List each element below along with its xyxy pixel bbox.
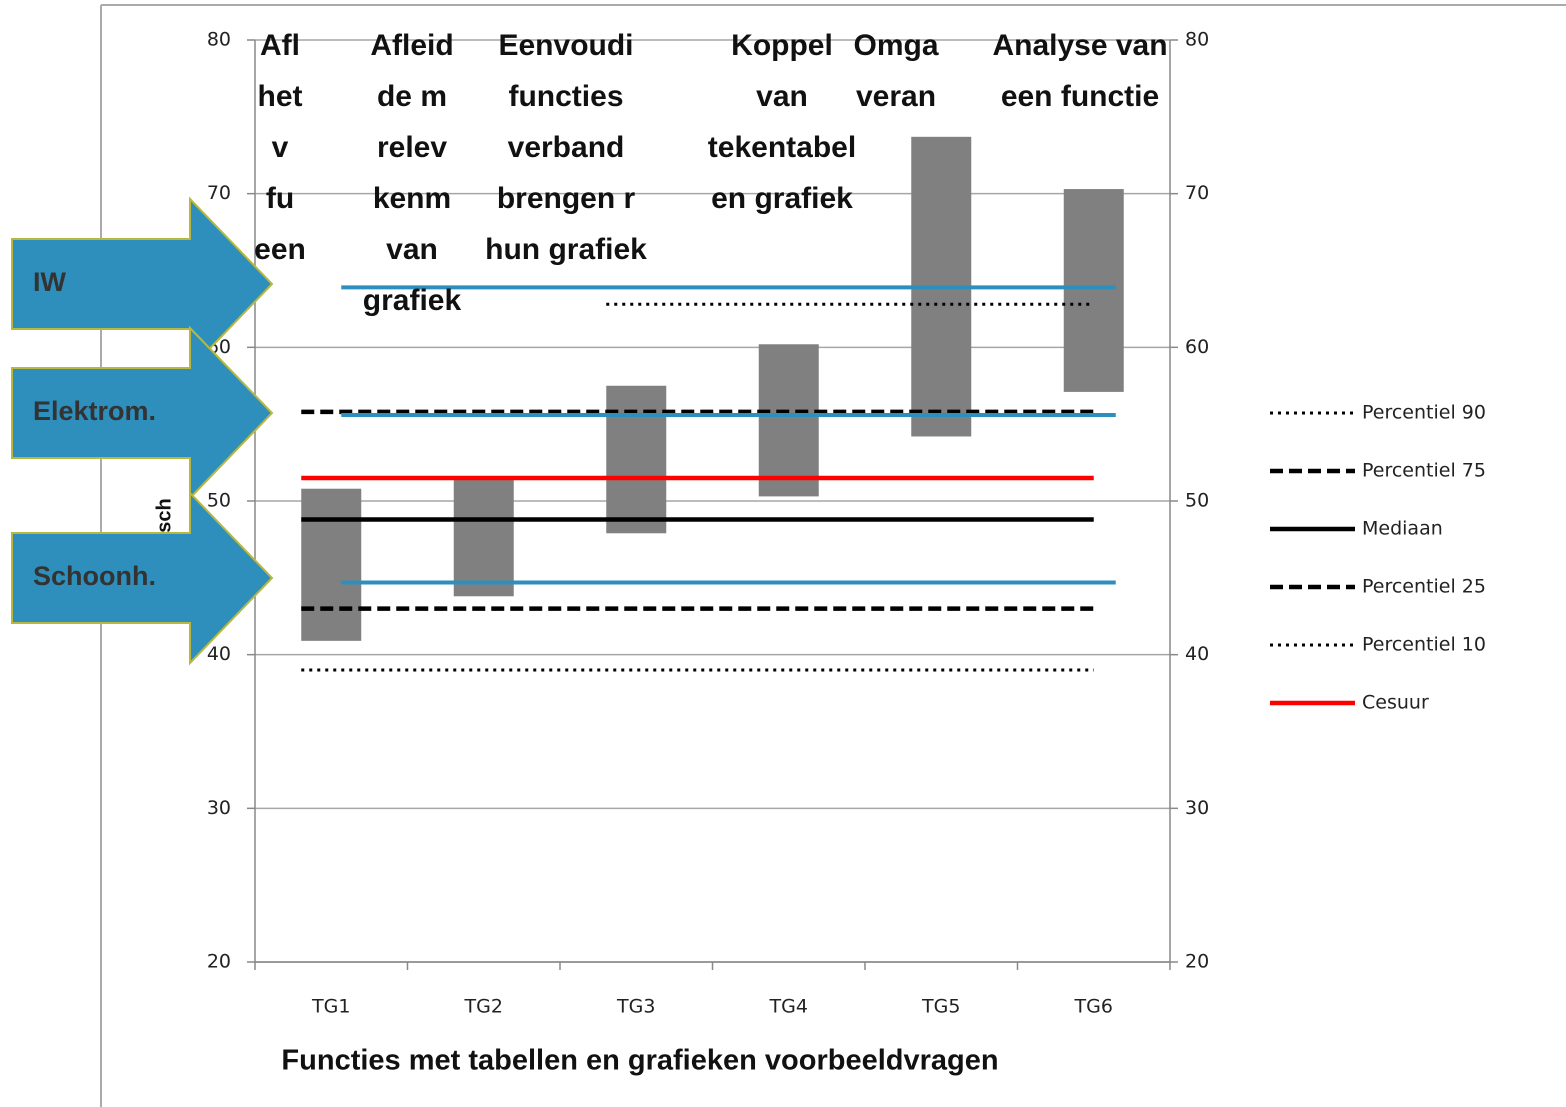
category-title-line: fu [266, 182, 294, 215]
y-tick-label: 20 [207, 951, 231, 973]
category-title-line: functies [508, 80, 623, 113]
y-tick-label: 40 [207, 643, 231, 665]
y-tick-label: 70 [207, 182, 231, 204]
legend-label: Percentiel 75 [1362, 460, 1486, 482]
category-title-line: Eenvoudi [498, 29, 633, 62]
x-tick-label: TG4 [769, 996, 808, 1018]
y2-tick-label: 20 [1185, 951, 1209, 973]
legend-label: Percentiel 25 [1362, 576, 1486, 598]
category-title-line: een functie [1001, 80, 1159, 113]
y2-tick-label: 40 [1185, 643, 1209, 665]
category-title-line: tekentabel [708, 131, 856, 164]
legend-label: Cesuur [1362, 692, 1429, 714]
category-title-line: verband [508, 131, 625, 164]
bar [1063, 189, 1124, 392]
category-title-line: brengen r [497, 182, 636, 215]
arrow-label: Elektrom. [33, 396, 156, 426]
category-title-line: v [272, 131, 289, 164]
category-title: Afl het v fu een [254, 29, 306, 266]
category-title-line: veran [856, 80, 936, 113]
x-tick-label: TG3 [616, 996, 655, 1018]
arrow-label: Schoonh. [33, 561, 156, 591]
y2-tick-label: 80 [1185, 29, 1209, 51]
category-title-line: en grafiek [711, 182, 853, 215]
legend-label: Percentiel 10 [1362, 634, 1486, 656]
category-title-line: kenm [373, 182, 451, 215]
legend-label: Percentiel 90 [1362, 402, 1486, 424]
arrow [11, 490, 274, 666]
category-title: Omga veran [853, 29, 938, 113]
y2-tick-label: 30 [1185, 797, 1209, 819]
arrow-label: IW [33, 267, 67, 297]
bar [453, 476, 514, 597]
bar [758, 344, 819, 497]
category-title-line: Analyse van [992, 29, 1167, 62]
category-title-line: een [254, 233, 306, 266]
x-tick-label: TG1 [311, 996, 350, 1018]
y-tick-label: 80 [207, 29, 231, 51]
legend-label: Mediaan [1362, 518, 1443, 540]
category-title-line: het [258, 80, 303, 113]
y-tick-label: 30 [207, 797, 231, 819]
category-title-line: de m [377, 80, 447, 113]
category-title-line: Omga [853, 29, 938, 62]
bar [301, 488, 362, 641]
arrow [11, 325, 274, 501]
category-title-line: hun grafiek [485, 233, 647, 266]
x-tick-label: TG5 [921, 996, 960, 1018]
y2-tick-label: 50 [1185, 490, 1209, 512]
y-tick-label: 50 [207, 490, 231, 512]
category-title-line: relev [377, 131, 447, 164]
category-title-line: Afl [260, 29, 300, 62]
category-title: Analyse van een functie [992, 29, 1167, 113]
bar [606, 385, 667, 534]
x-axis-title: Functies met tabellen en grafieken voorb… [281, 1045, 998, 1077]
category-title-line: Koppel [731, 29, 833, 62]
arrow [11, 196, 274, 372]
category-title: Afleid de m relev kenm van grafiek [363, 29, 462, 317]
x-tick-label: TG2 [464, 996, 503, 1018]
category-title-line: Afleid [370, 29, 453, 62]
y2-tick-label: 60 [1185, 336, 1209, 358]
category-title-line: grafiek [363, 284, 462, 317]
y2-tick-label: 70 [1185, 182, 1209, 204]
category-title: Eenvoudi functies verband brengen r hun graf… [485, 29, 647, 266]
category-title: Koppel van tekentabel en grafiek [708, 29, 856, 215]
x-tick-label: TG6 [1074, 996, 1113, 1018]
category-title-line: van [756, 80, 808, 113]
category-title-line: van [386, 233, 438, 266]
